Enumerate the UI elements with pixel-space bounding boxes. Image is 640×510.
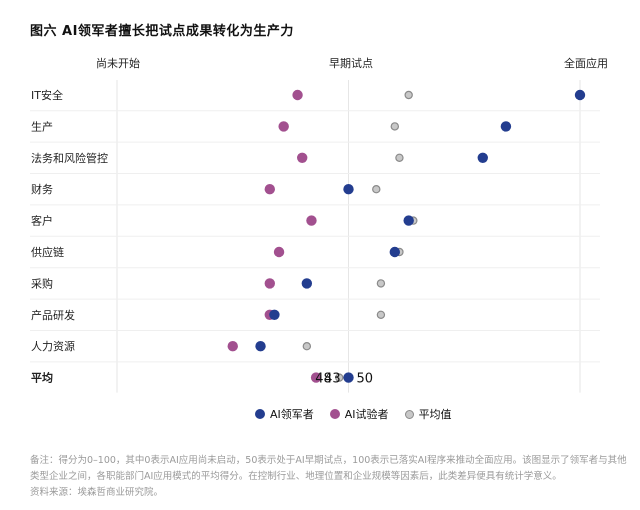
average-value-label-avg: 48 xyxy=(315,372,332,387)
avg-point xyxy=(404,90,413,100)
category-label: 客户 xyxy=(31,214,53,228)
dot-plot: 尚未开始 早期试点 全面应用 IT安全生产法务和风险管控财务客户供应链采购产品研… xyxy=(30,56,608,393)
footnote: 备注：得分为0–100，其中0表示AI应用尚未启动，50表示处于AI早期试点，1… xyxy=(30,453,630,501)
category-label: 生产 xyxy=(31,119,53,133)
pilot-point xyxy=(297,152,308,163)
category-label: 人力资源 xyxy=(31,339,75,353)
avg-point xyxy=(372,184,381,194)
leader-point xyxy=(343,184,354,195)
leader-point xyxy=(500,121,512,132)
source-text: 资料来源：埃森哲商业研究院。 xyxy=(30,487,164,498)
legend-item-pilot: AI试验者 xyxy=(329,406,389,422)
legend-swatch-pilot xyxy=(329,409,340,419)
avg-point xyxy=(335,373,344,382)
leader-point xyxy=(343,372,354,383)
legend-item-leader: AI领军者 xyxy=(255,406,314,422)
legend: AI领军者 AI试验者 平均值 xyxy=(255,406,452,422)
grid-layer xyxy=(30,80,600,393)
avg-point xyxy=(376,279,386,288)
average-value-label-leader: 50 xyxy=(357,372,374,387)
leader-point xyxy=(301,278,313,289)
pilot-point xyxy=(278,121,289,132)
category-label: IT安全 xyxy=(31,88,63,102)
avg-point xyxy=(302,342,312,351)
category-label: 财务 xyxy=(31,182,53,196)
scale-label-right: 全面应用 xyxy=(564,56,608,70)
pilot-point xyxy=(310,372,322,383)
leader-point xyxy=(403,215,414,226)
scale-label-left: 尚未开始 xyxy=(96,56,140,70)
category-label: 法务和风险管控 xyxy=(31,151,108,165)
legend-label-leader: AI领军者 xyxy=(270,408,314,421)
leader-point xyxy=(255,341,266,352)
pilot-point xyxy=(227,341,238,352)
leader-point xyxy=(477,152,488,163)
leader-point xyxy=(389,246,400,258)
scale-label-middle: 早期试点 xyxy=(329,57,373,70)
pilot-point xyxy=(306,215,317,226)
pilot-point xyxy=(273,246,285,258)
leader-point xyxy=(574,89,586,101)
pilot-point xyxy=(264,184,275,195)
category-label: 平均 xyxy=(31,371,53,385)
avg-point xyxy=(390,122,399,131)
legend-label-pilot: AI试验者 xyxy=(344,408,389,421)
legend-item-avg: 平均值 xyxy=(404,406,452,422)
legend-label-avg: 平均值 xyxy=(418,408,452,421)
category-label: 供应链 xyxy=(31,245,64,259)
legend-swatch-avg xyxy=(404,409,414,419)
category-label: 产品研发 xyxy=(31,308,75,322)
average-value-label-pilot: 43 xyxy=(324,372,341,387)
chart-title: 图六 AI领军者擅长把试点成果转化为生产力 xyxy=(30,24,294,39)
leader-point xyxy=(269,309,280,320)
footnote-text: 备注：得分为0–100，其中0表示AI应用尚未启动，50表示处于AI早期试点，1… xyxy=(30,455,627,482)
legend-swatch-leader xyxy=(255,409,265,419)
avg-point xyxy=(395,153,404,162)
avg-point xyxy=(376,310,386,319)
category-label: 采购 xyxy=(31,276,53,290)
pilot-point xyxy=(264,278,275,289)
pilot-point xyxy=(292,89,303,101)
